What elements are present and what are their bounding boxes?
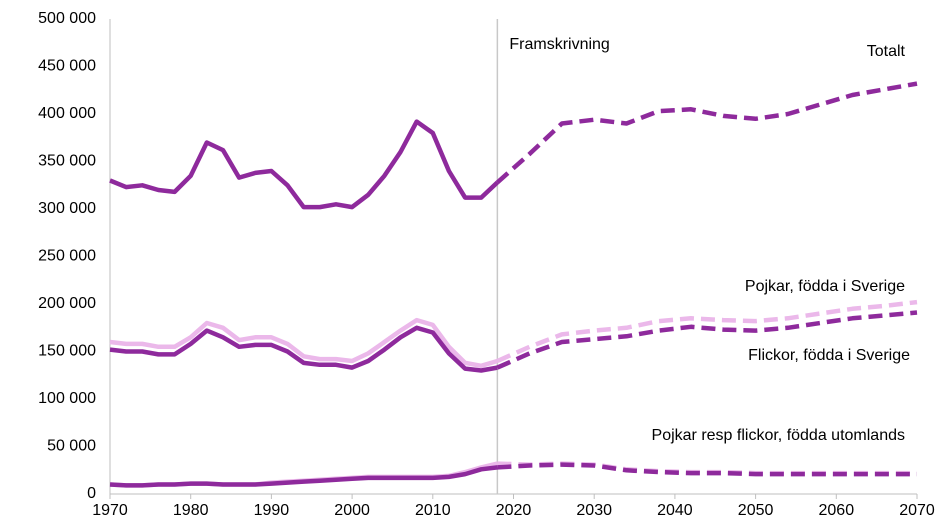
x-tick-label: 2010 (415, 502, 451, 519)
history-line-series (109, 119, 499, 210)
y-tick-label: 500 000 (38, 10, 96, 27)
x-tick-label: 2000 (334, 502, 370, 519)
y-tick-label: 100 000 (38, 390, 96, 407)
x-tick-label: 1970 (92, 502, 128, 519)
x-tick-label: 2030 (576, 502, 612, 519)
series-annotation: Pojkar resp flickor, födda utomlands (652, 427, 905, 444)
y-tick-label: 200 000 (38, 295, 96, 312)
history-line-series (109, 317, 499, 369)
series-annotation: Pojkar, födda i Sverige (745, 278, 905, 295)
projection-label: Framskrivning (509, 36, 609, 53)
x-tick-label: 1980 (173, 502, 209, 519)
series-annotation: Totalt (867, 43, 906, 60)
x-tick-label: 2050 (738, 502, 774, 519)
projection-line-series (496, 310, 918, 370)
y-tick-label: 250 000 (38, 248, 96, 265)
y-tick-label: 400 000 (38, 105, 96, 122)
y-tick-label: 450 000 (38, 58, 96, 75)
x-tick-label: 2040 (657, 502, 693, 519)
projection-line-series (495, 81, 918, 185)
history-line-series (109, 325, 498, 373)
series-annotation: Flickor, födda i Sverige (748, 347, 910, 364)
history-line-series (109, 465, 498, 488)
y-tick-label: 300 000 (38, 200, 96, 217)
x-tick-label: 2070 (899, 502, 935, 519)
x-tick-label: 2060 (819, 502, 855, 519)
y-tick-label: 0 (87, 485, 96, 502)
x-tick-label: 2020 (496, 502, 532, 519)
y-tick-label: 350 000 (38, 153, 96, 170)
x-tick-label: 1990 (254, 502, 290, 519)
y-tick-label: 150 000 (38, 343, 96, 360)
projection-line-series (497, 462, 917, 477)
projection-line-series (496, 299, 918, 364)
y-tick-label: 50 000 (47, 438, 96, 455)
